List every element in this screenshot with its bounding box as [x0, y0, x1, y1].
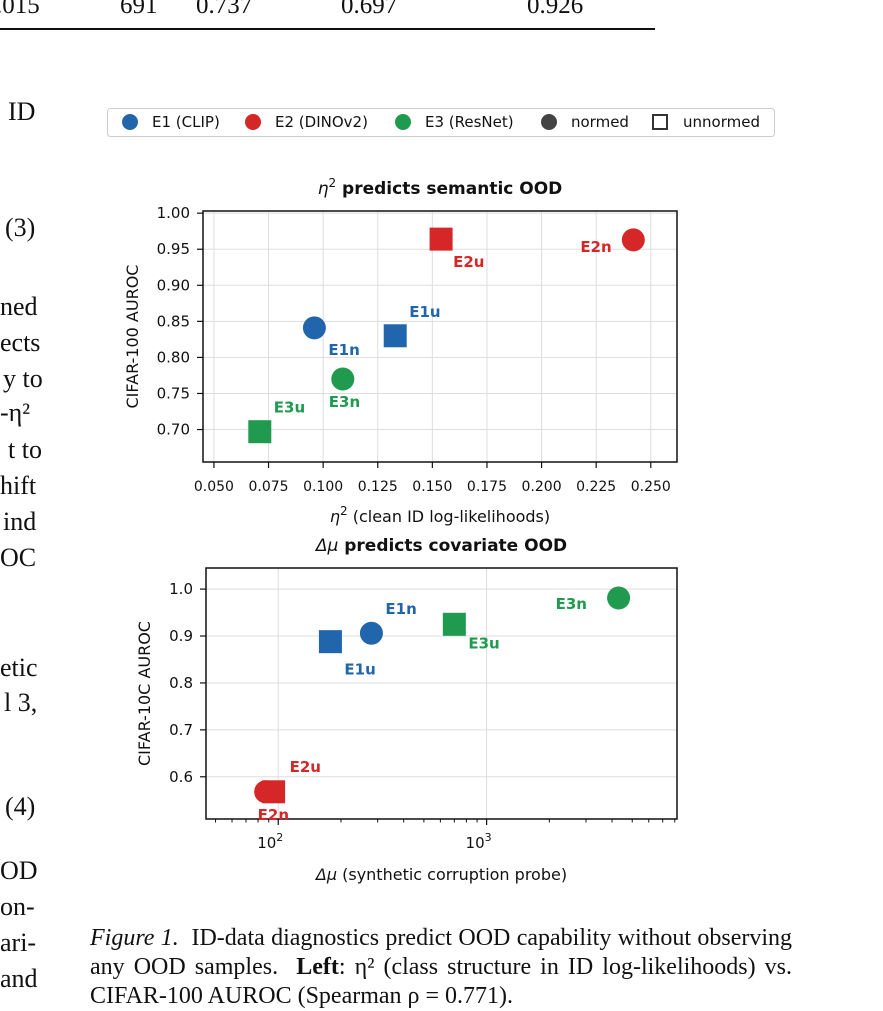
x-tick-label: 0.225	[576, 479, 616, 495]
point-label: E1u	[409, 303, 440, 321]
table-rule	[0, 28, 655, 30]
point-label: E1u	[344, 661, 375, 679]
text-fragment: hift	[0, 471, 37, 500]
x-tick-label: 0.100	[303, 479, 343, 495]
text-fragment: OC	[0, 543, 37, 572]
data-point-E2n	[621, 228, 645, 252]
text-fragment: (4)	[5, 792, 36, 821]
data-point-E3u	[442, 612, 466, 636]
y-tick-label: 0.70	[157, 421, 190, 439]
x-tick-label: 103	[466, 831, 492, 852]
text-fragment: -η²	[0, 398, 31, 427]
legend-box	[107, 108, 775, 137]
caption-label: Figure 1.	[90, 925, 179, 951]
text-fragment: etic	[0, 653, 38, 682]
text-fragment: ned	[0, 292, 38, 321]
x-tick-label: 0.175	[467, 479, 507, 495]
x-tick-label: 0.075	[248, 479, 288, 495]
table-cell: 0.737	[196, 0, 253, 19]
text-fragment: ID	[8, 97, 36, 126]
caption-text: ID-data diagnostics predict OOD capabili…	[90, 925, 793, 980]
y-tick-label: 1.00	[157, 204, 190, 222]
point-label: E2u	[453, 253, 484, 271]
x-tick-label: 102	[257, 831, 283, 852]
y-tick-label: 0.9	[169, 627, 193, 645]
data-point-E3u	[248, 420, 272, 444]
data-point-E1n	[359, 621, 383, 645]
text-fragment: t to	[8, 435, 42, 464]
y-tick-label: 0.75	[157, 384, 190, 402]
table-cell: .015	[0, 0, 40, 19]
y-tick-label: 0.80	[157, 348, 190, 366]
y-axis-label: CIFAR-100 AUROC	[123, 265, 142, 409]
x-axis-label: Δμ (synthetic corruption probe)	[314, 865, 567, 884]
point-label: E1n	[385, 600, 416, 618]
legend-label: E1 (CLIP)	[152, 113, 220, 131]
legend-label: E2 (DINOv2)	[275, 113, 368, 131]
legend-marker	[245, 114, 261, 130]
data-point-E1u	[383, 324, 407, 348]
point-label: E2u	[290, 758, 321, 776]
data-point-E3n	[331, 367, 355, 391]
y-tick-label: 0.7	[169, 721, 193, 739]
text-fragment: OD	[0, 856, 38, 885]
legend-marker	[395, 114, 411, 130]
x-tick-label: 0.150	[412, 479, 452, 495]
point-label: E3u	[468, 634, 499, 652]
legend-label: unnormed	[683, 113, 760, 131]
chart-panel: 102 103 1.0 0.9 0.8 0.7 0.6 E1n E1u E2n E2u E3n E3u Δ…	[135, 536, 678, 884]
x-tick-label: 0.250	[631, 479, 671, 495]
point-label: E3n	[329, 393, 360, 411]
text-fragment: on-	[0, 892, 35, 921]
x-axis-label: η2 (clean ID log-likelihoods)	[330, 504, 550, 526]
legend-marker	[122, 114, 138, 130]
point-label: E3n	[556, 595, 587, 613]
x-tick-label: 0.200	[522, 479, 562, 495]
data-point-E1n	[302, 316, 326, 340]
chart-panel: 0.050 0.075 0.100 0.125 0.150 0.175 0.200 0.225…	[123, 176, 678, 526]
x-tick-label: 0.050	[194, 479, 234, 495]
chart-title: η2 predicts semantic OOD	[318, 176, 563, 199]
y-tick-label: 1.0	[169, 580, 193, 598]
text-fragment: ects	[0, 328, 41, 357]
y-axis-label: CIFAR-10C AUROC	[135, 621, 154, 766]
legend-label: normed	[571, 113, 629, 131]
table-cell: 691	[120, 0, 158, 19]
caption-bold: Left	[296, 954, 339, 980]
y-tick-label: 0.6	[169, 768, 193, 786]
x-tick-label: 0.125	[358, 479, 398, 495]
data-point-E2u	[262, 780, 286, 804]
plot-frame	[205, 567, 678, 820]
text-fragment: l 3,	[4, 688, 38, 717]
plot-frame	[202, 210, 678, 463]
point-label: E2n	[580, 238, 611, 256]
data-point-E1u	[318, 630, 342, 654]
text-fragment: y to	[3, 364, 43, 393]
y-tick-label: 0.90	[157, 276, 190, 294]
point-label: E3u	[274, 399, 305, 417]
table-cell: 0.926	[527, 0, 584, 19]
text-fragment: (3)	[5, 213, 36, 242]
y-tick-label: 0.85	[157, 312, 190, 330]
figure: E1 (CLIP) E2 (DINOv2) E3 (ResNet) normed unn…	[107, 108, 775, 884]
data-point-E3n	[607, 586, 631, 610]
data-point-E2u	[429, 227, 453, 251]
y-tick-label: 0.8	[169, 674, 193, 692]
legend: E1 (CLIP) E2 (DINOv2) E3 (ResNet) normed unn…	[107, 108, 775, 137]
text-fragment: ari-	[0, 928, 37, 957]
figure-caption: Figure 1. ID-data diagnostics predict OO…	[90, 924, 792, 1011]
legend-label: E3 (ResNet)	[425, 113, 514, 131]
point-label: E1n	[328, 341, 359, 359]
y-tick-label: 0.95	[157, 240, 190, 258]
table-cell: 0.697	[341, 0, 398, 19]
point-label: E2n	[258, 806, 289, 824]
legend-marker	[652, 114, 668, 130]
text-fragment: and	[0, 964, 38, 993]
chart-title: Δμ predicts covariate OOD	[314, 536, 567, 556]
text-fragment: ind	[3, 507, 37, 536]
legend-marker	[541, 114, 557, 130]
